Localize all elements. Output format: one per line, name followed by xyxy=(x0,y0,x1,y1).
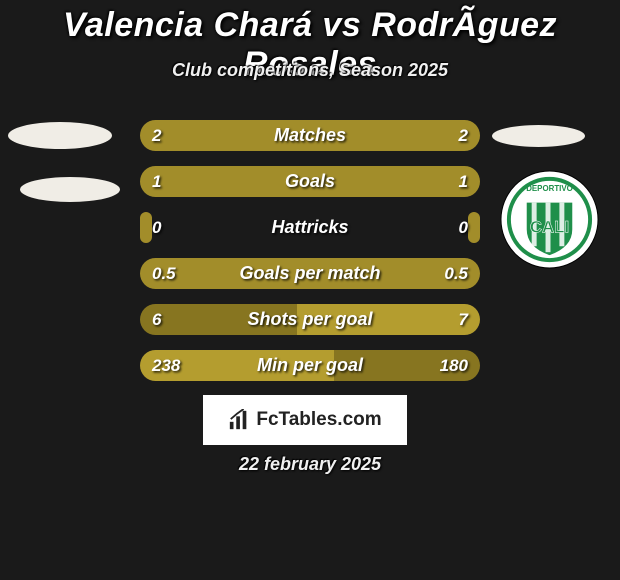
bar-left xyxy=(140,350,334,381)
stat-row: Goals per match0.50.5 xyxy=(140,258,480,289)
stat-row: Min per goal238180 xyxy=(140,350,480,381)
stat-row: Matches22 xyxy=(140,120,480,151)
ellipse-shape xyxy=(20,177,120,202)
stat-row: Shots per goal67 xyxy=(140,304,480,335)
bar-left xyxy=(140,166,310,197)
ellipse-shape xyxy=(492,125,585,147)
stat-value-left: 0 xyxy=(152,212,161,243)
bar-right xyxy=(310,166,480,197)
stat-label: Hattricks xyxy=(140,212,480,243)
bar-left xyxy=(140,304,297,335)
infographic-stage: Valencia Chará vs RodrÃ­guez Rosales Clu… xyxy=(0,0,620,580)
fctables-link[interactable]: FcTables.com xyxy=(203,395,407,445)
ellipse-shape xyxy=(8,122,112,149)
svg-text:DEPORTIVO: DEPORTIVO xyxy=(526,184,573,193)
deportivo-cali-badge: DEPORTIVO CALI xyxy=(500,170,599,269)
bar-left xyxy=(140,212,152,243)
bar-right xyxy=(310,120,480,151)
bar-right xyxy=(310,258,480,289)
bar-right xyxy=(334,350,480,381)
bar-right xyxy=(297,304,480,335)
stat-row: Hattricks0 0 xyxy=(140,212,480,243)
bar-left xyxy=(140,258,310,289)
page-date: 22 february 2025 xyxy=(0,454,620,475)
fctables-logo-icon xyxy=(228,409,250,431)
fctables-logo-text: FcTables.com xyxy=(256,409,381,431)
stats-rows: Matches22 Goals11 Hattricks0 0 Goals per mat… xyxy=(140,120,480,396)
bar-left xyxy=(140,120,310,151)
svg-text:CALI: CALI xyxy=(530,217,569,236)
page-subtitle: Club competitions, Season 2025 xyxy=(0,60,620,81)
bar-right xyxy=(468,212,480,243)
stat-value-right: 0 xyxy=(459,212,468,243)
stat-row: Goals11 xyxy=(140,166,480,197)
